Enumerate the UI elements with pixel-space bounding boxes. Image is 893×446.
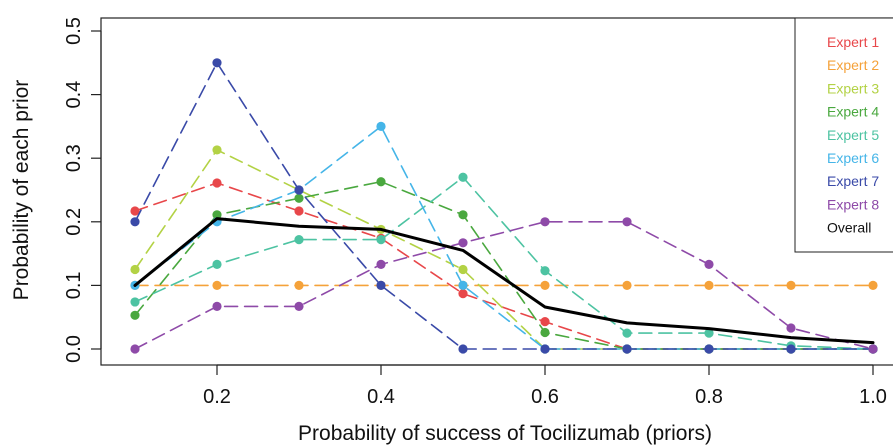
data-point-expert-5 — [622, 328, 632, 338]
series-expert-2 — [130, 280, 878, 290]
legend-entry: Overall — [827, 220, 871, 236]
series-line-expert-4 — [134, 180, 874, 350]
legend-entry: Expert 4 — [827, 104, 879, 120]
series-layer — [130, 58, 878, 354]
data-point-expert-7 — [458, 344, 468, 354]
data-point-expert-3 — [130, 264, 140, 275]
series-line-expert-1 — [134, 182, 874, 350]
data-point-expert-7 — [294, 185, 304, 195]
data-point-expert-5 — [704, 328, 714, 338]
series-line-expert-6 — [134, 125, 874, 350]
data-point-expert-7 — [212, 58, 222, 68]
data-point-expert-5 — [458, 172, 468, 182]
y-axis: 0.0 0.1 0.2 0.3 0.4 0.5 — [63, 17, 102, 363]
data-point-expert-1 — [130, 206, 140, 216]
x-axis-label: Probability of success of Tocilizumab (p… — [298, 422, 712, 445]
series-line-overall — [133, 217, 875, 345]
legend-entry: Expert 3 — [827, 80, 879, 96]
series-line-expert-5 — [134, 176, 874, 350]
data-point-expert-4 — [540, 327, 550, 338]
data-point-expert-7 — [622, 344, 632, 354]
y-tick-label: 0.4 — [63, 81, 85, 109]
data-point-expert-4 — [212, 210, 222, 220]
data-point-expert-7 — [540, 344, 550, 354]
x-tick-label: 0.4 — [367, 386, 395, 408]
legend: Expert 1 Expert 2 Expert 3 Expert 4 Expert 5… — [794, 17, 893, 253]
data-point-expert-4 — [376, 177, 386, 187]
data-point-expert-2 — [622, 280, 632, 290]
data-point-expert-8 — [540, 217, 550, 227]
data-point-expert-8 — [458, 238, 468, 248]
legend-box — [794, 17, 893, 253]
legend-entry: Expert 2 — [827, 57, 879, 73]
series-line-expert-3 — [134, 149, 874, 350]
legend-entry: Expert 5 — [827, 127, 879, 143]
x-axis: 0.2 0.4 0.6 0.8 1.0 — [203, 364, 887, 408]
y-tick-label: 0.1 — [63, 271, 85, 299]
data-point-expert-5 — [212, 259, 222, 270]
series-expert-1 — [130, 178, 878, 354]
x-tick-label: 0.8 — [695, 386, 723, 408]
legend-entry: Expert 8 — [827, 196, 879, 212]
y-tick-label: 0.0 — [63, 335, 85, 363]
data-point-expert-7 — [786, 344, 796, 354]
data-point-expert-2 — [294, 280, 304, 290]
data-point-expert-8 — [212, 301, 222, 311]
data-point-expert-3 — [458, 264, 468, 275]
y-tick-label: 0.3 — [63, 144, 85, 172]
series-expert-8 — [130, 217, 878, 354]
x-tick-label: 0.6 — [531, 386, 559, 408]
data-point-expert-2 — [540, 280, 550, 290]
data-point-expert-4 — [458, 210, 468, 220]
x-tick-label: 1.0 — [859, 386, 887, 408]
data-point-expert-5 — [294, 235, 304, 245]
data-point-expert-7 — [704, 344, 714, 354]
data-point-expert-2 — [212, 280, 222, 290]
data-point-expert-8 — [868, 344, 878, 354]
y-tick-label: 0.5 — [63, 17, 85, 45]
data-point-expert-8 — [294, 301, 304, 311]
series-line-expert-8 — [134, 221, 874, 350]
data-point-expert-1 — [212, 178, 222, 188]
data-point-expert-7 — [376, 280, 386, 290]
legend-entry: Expert 7 — [827, 173, 879, 189]
legend-entry: Expert 6 — [827, 150, 879, 166]
series-expert-3 — [130, 145, 878, 354]
y-axis-label: Probability of each prior — [10, 80, 33, 301]
data-point-expert-7 — [130, 217, 140, 227]
data-point-expert-8 — [622, 217, 632, 227]
data-point-expert-6 — [458, 280, 468, 290]
series-expert-5 — [130, 172, 878, 354]
series-overall — [133, 217, 875, 345]
series-expert-7 — [130, 58, 878, 354]
series-expert-4 — [130, 177, 878, 354]
data-point-expert-4 — [294, 193, 304, 203]
data-point-expert-8 — [376, 259, 386, 270]
data-point-expert-2 — [704, 280, 714, 290]
data-point-expert-2 — [868, 280, 878, 290]
data-point-expert-2 — [786, 280, 796, 290]
data-point-expert-4 — [130, 310, 140, 320]
plot-frame — [100, 17, 893, 366]
series-line-expert-7 — [134, 61, 874, 350]
data-point-expert-1 — [540, 317, 550, 327]
y-tick-label: 0.2 — [63, 208, 85, 236]
data-point-expert-5 — [376, 235, 386, 245]
legend-entry: Expert 1 — [827, 34, 879, 50]
data-point-expert-8 — [130, 344, 140, 354]
x-tick-label: 0.2 — [203, 386, 231, 408]
data-point-expert-1 — [458, 289, 468, 299]
data-point-expert-3 — [212, 145, 222, 155]
data-point-expert-5 — [540, 266, 550, 276]
data-point-expert-1 — [294, 206, 304, 216]
data-point-expert-6 — [376, 121, 386, 131]
data-point-expert-8 — [704, 259, 714, 270]
data-point-expert-5 — [130, 297, 140, 307]
series-expert-6 — [130, 121, 878, 354]
data-point-expert-8 — [786, 323, 796, 333]
